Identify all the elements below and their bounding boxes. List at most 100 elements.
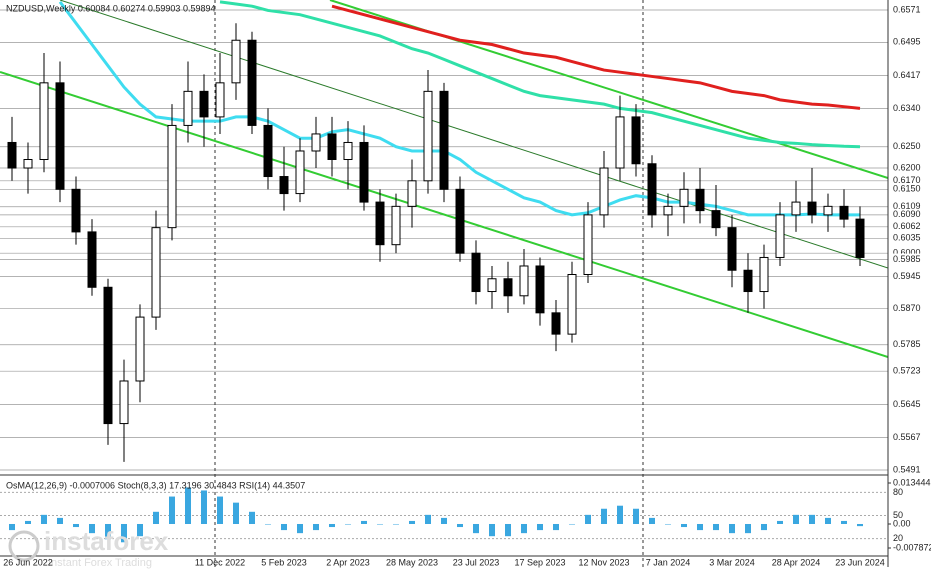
candle-body — [663, 205, 673, 216]
logo-icon — [8, 530, 40, 562]
y-tick-label: 0.6200 — [893, 162, 921, 172]
x-tick-label: 3 Mar 2024 — [709, 557, 755, 567]
tick-label-box — [890, 208, 930, 221]
osma-bar — [377, 523, 383, 525]
tick-label-box — [890, 140, 930, 153]
stoch-tick-label: 20 — [893, 533, 903, 543]
x-tick-label: 2 Apr 2023 — [326, 557, 370, 567]
osma-bar — [777, 520, 783, 524]
candle-body — [567, 274, 577, 335]
x-tick-label: 28 Apr 2024 — [772, 557, 821, 567]
y-tick-label: 0.5870 — [893, 303, 921, 313]
candle-body — [135, 316, 145, 382]
osma-bar — [665, 523, 671, 525]
tick-label-box — [890, 270, 930, 283]
candles — [7, 23, 865, 462]
candle-body — [743, 269, 753, 293]
osma-bar — [25, 520, 31, 524]
candle-body — [119, 380, 129, 425]
osma-bar — [697, 523, 703, 531]
oscillator: 80 50 20 0.013444 0.00 -0.007872 — [0, 477, 931, 552]
osma-bar — [9, 523, 15, 531]
osma-bar — [73, 523, 79, 528]
osma-bar — [825, 517, 831, 524]
osma-bar — [473, 523, 479, 534]
candle-body — [343, 141, 353, 161]
y-tick-label: 0.5985 — [893, 254, 921, 264]
oscillator-title: OsMA(12,26,9) -0.0007006 Stoch(8,3,3) 17… — [6, 480, 305, 490]
moving-averages — [58, 0, 861, 217]
y-tick-label: 0.6035 — [893, 233, 921, 243]
y-tick-label: 0.5945 — [893, 271, 921, 281]
y-tick-label: 0.6170 — [893, 175, 921, 185]
osma-bar — [569, 523, 575, 525]
candle-body — [807, 201, 817, 216]
candle-body — [551, 312, 561, 335]
chart-title: NZDUSD,Weekly 0.60084 0.60274 0.59903 0.… — [6, 3, 215, 13]
y-tick-label: 0.6417 — [893, 70, 921, 80]
tick-label-box — [890, 253, 930, 266]
candle-body — [279, 176, 289, 195]
logo-name: instaforex — [44, 526, 169, 556]
candle-body — [311, 133, 321, 152]
candle-body — [599, 167, 609, 216]
candle-body — [695, 188, 705, 212]
candle-body — [615, 116, 625, 169]
candle-body — [55, 82, 65, 190]
candle-body — [151, 227, 161, 318]
candle-body — [407, 180, 417, 207]
osma-bar — [457, 523, 463, 528]
trendline — [0, 71, 888, 358]
candle-body — [759, 256, 769, 293]
x-tick-label: 23 Jun 2024 — [835, 557, 885, 567]
osma-bar — [617, 505, 623, 524]
osma-bar — [313, 523, 319, 531]
osma-bar — [553, 523, 559, 531]
osma-bar — [265, 523, 271, 525]
osma-bar — [345, 523, 351, 525]
y-tick-label: 0.5645 — [893, 399, 921, 409]
y-tick-label: 0.6062 — [893, 221, 921, 231]
tick-label-box — [890, 220, 930, 233]
logo-tagline: Instant Forex Trading — [48, 557, 152, 569]
osc-tick-label: 0.013444 — [893, 477, 931, 487]
osma-bar — [425, 514, 431, 524]
osma-bar — [601, 508, 607, 524]
osma-bar — [633, 508, 639, 524]
x-tick-label: 7 Jan 2024 — [646, 557, 691, 567]
moving-average — [331, 4, 861, 110]
osma-bar — [761, 523, 767, 531]
osc-tick-label: 0.00 — [893, 518, 911, 528]
y-tick-label: 0.6495 — [893, 37, 921, 47]
y-tick-label: 0.6340 — [893, 103, 921, 113]
osma-bar — [121, 523, 127, 543]
x-tick-label: 23 Jul 2023 — [453, 557, 500, 567]
tick-label-box — [890, 302, 930, 315]
candle-body — [455, 188, 465, 254]
osma-bar — [729, 523, 735, 534]
osma-bar — [585, 514, 591, 524]
candle-body — [823, 205, 833, 216]
osma-bar — [809, 514, 815, 524]
candle-body — [167, 124, 177, 229]
stoch-tick-label: 50 — [893, 510, 903, 520]
candle-body — [647, 163, 657, 216]
x-tick-label: 11 Dec 2022 — [195, 557, 245, 567]
osma-bar — [521, 523, 527, 534]
y-tick-label: 0.6000 — [893, 248, 921, 258]
candle-body — [87, 231, 97, 288]
tick-label-box — [890, 183, 930, 196]
osma-bar — [505, 523, 511, 537]
osma-bar — [281, 523, 287, 531]
tick-label-box — [890, 398, 930, 411]
osma-bar — [137, 523, 143, 537]
tick-label-box — [890, 102, 930, 115]
moving-average — [58, 1, 860, 217]
candle-body — [519, 265, 529, 297]
candle-body — [855, 218, 865, 258]
osma-bar — [441, 517, 447, 524]
candle-body — [487, 278, 497, 293]
osma-bar — [57, 517, 63, 524]
osma-bar — [233, 502, 239, 524]
candle-body — [503, 278, 513, 297]
